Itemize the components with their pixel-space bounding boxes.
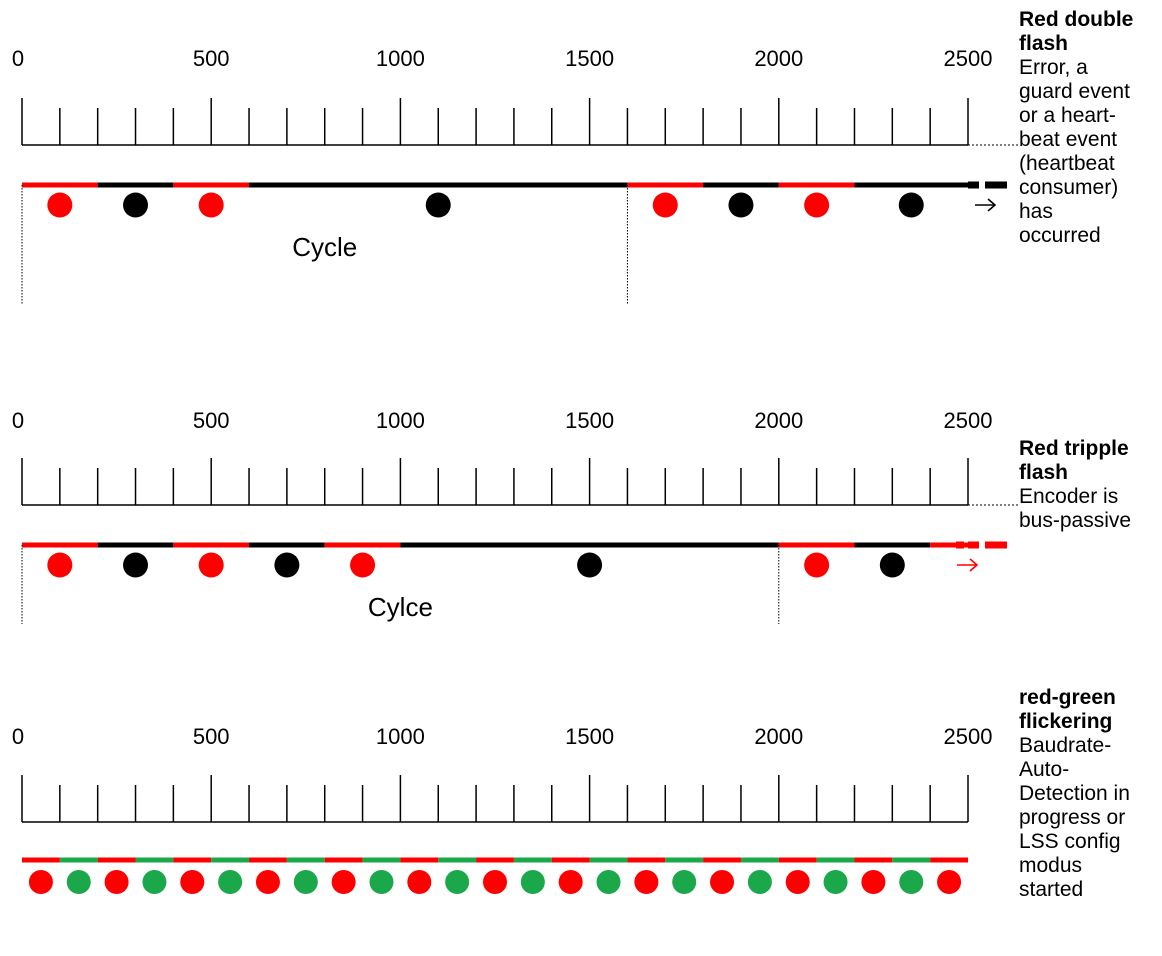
led-dot-red: [331, 870, 356, 894]
tick-label: 500: [193, 724, 230, 749]
tick-label: 0: [12, 724, 24, 749]
led-dot-green: [520, 870, 545, 894]
timeline-panel-red-green-flickering: 0 500 1000 1500 2000 2500: [12, 724, 993, 894]
led-dot-red: [255, 870, 280, 894]
led-dot-black: [728, 192, 754, 218]
led-dot-green: [142, 870, 167, 894]
led-dot-red: [198, 552, 224, 578]
led-dot-green: [672, 870, 697, 894]
panel-description: Error, a guard event or a heart- beat ev…: [1019, 56, 1130, 247]
led-dot-red: [483, 870, 507, 894]
tick-label: 1000: [376, 724, 425, 749]
tick-label: 1500: [565, 408, 614, 433]
led-dot-red: [710, 870, 735, 894]
continuation-arrow-icon: [969, 558, 979, 572]
tick-label: 1000: [376, 46, 425, 71]
tick-label: 2500: [944, 724, 993, 749]
led-dot-red: [47, 192, 73, 218]
tick-label: 1500: [565, 724, 614, 749]
tick-label: 500: [193, 46, 230, 71]
led-dot-red: [634, 870, 659, 894]
continuation-arrow-icon: [987, 198, 997, 212]
led-dot-red: [861, 870, 886, 894]
led-dot-red: [180, 870, 205, 894]
led-dot-black: [879, 552, 905, 578]
led-dot-green: [596, 870, 621, 894]
led-dot-green: [899, 870, 924, 894]
led-dot-red: [407, 870, 432, 894]
tick-label: 1000: [376, 408, 425, 433]
description-red-double-flash: Red double flash Error, a guard event or…: [1019, 8, 1162, 248]
led-dot-green: [823, 870, 848, 894]
tick-label: 2000: [754, 46, 803, 71]
led-dot-red: [652, 192, 678, 218]
tick-label: 2000: [754, 408, 803, 433]
tick-label: 2500: [944, 46, 993, 71]
led-dot-black: [274, 552, 300, 578]
timeline-panel-red-tripple-flash: 0 500 1000 1500 2000 2500 Cylce: [12, 408, 1019, 624]
description-red-green-flickering: red-green flickering Baudrate- Auto- Det…: [1019, 686, 1162, 902]
tick-label: 2500: [944, 408, 993, 433]
panel-title: Red tripple flash: [1019, 437, 1129, 484]
led-dot-red: [47, 552, 73, 578]
panel-description: Encoder is bus-passive: [1019, 485, 1132, 532]
led-dot-red: [558, 870, 583, 894]
led-dot-black: [898, 192, 924, 218]
led-dot-green: [293, 870, 318, 894]
led-dot-red: [104, 870, 129, 894]
tick-label: 500: [193, 408, 230, 433]
led-dot-red: [804, 552, 830, 578]
led-dot-green: [445, 870, 470, 894]
led-dot-black: [577, 552, 603, 578]
led-dot-black: [123, 192, 149, 218]
led-dot-black: [123, 552, 149, 578]
cycle-label: Cycle: [292, 232, 357, 262]
tick-label: 0: [12, 408, 24, 433]
led-dot-black: [425, 192, 451, 218]
tick-label: 1500: [565, 46, 614, 71]
led-dot-green: [66, 870, 91, 894]
tick-label: 2000: [754, 724, 803, 749]
led-dot-red: [785, 870, 810, 894]
led-dot-green: [369, 870, 394, 894]
led-dot-red: [198, 192, 224, 218]
description-red-tripple-flash: Red tripple flash Encoder is bus-passive: [1019, 437, 1162, 533]
panel-title: Red double flash: [1019, 8, 1134, 55]
led-dot-green: [747, 870, 772, 894]
tick-label: 0: [12, 46, 24, 71]
panel-description: Baudrate- Auto- Detection in progress or…: [1019, 734, 1130, 901]
led-dot-red: [937, 870, 962, 894]
cycle-label: Cylce: [368, 592, 433, 622]
led-dot-red: [804, 192, 830, 218]
panel-title: red-green flickering: [1019, 686, 1116, 733]
led-dot-green: [218, 870, 243, 894]
timeline-panel-red-double-flash: 0 500 1000 1500 2000 2500 Cycle: [12, 46, 1019, 305]
led-dot-red: [28, 870, 53, 894]
led-dot-red: [350, 552, 376, 578]
